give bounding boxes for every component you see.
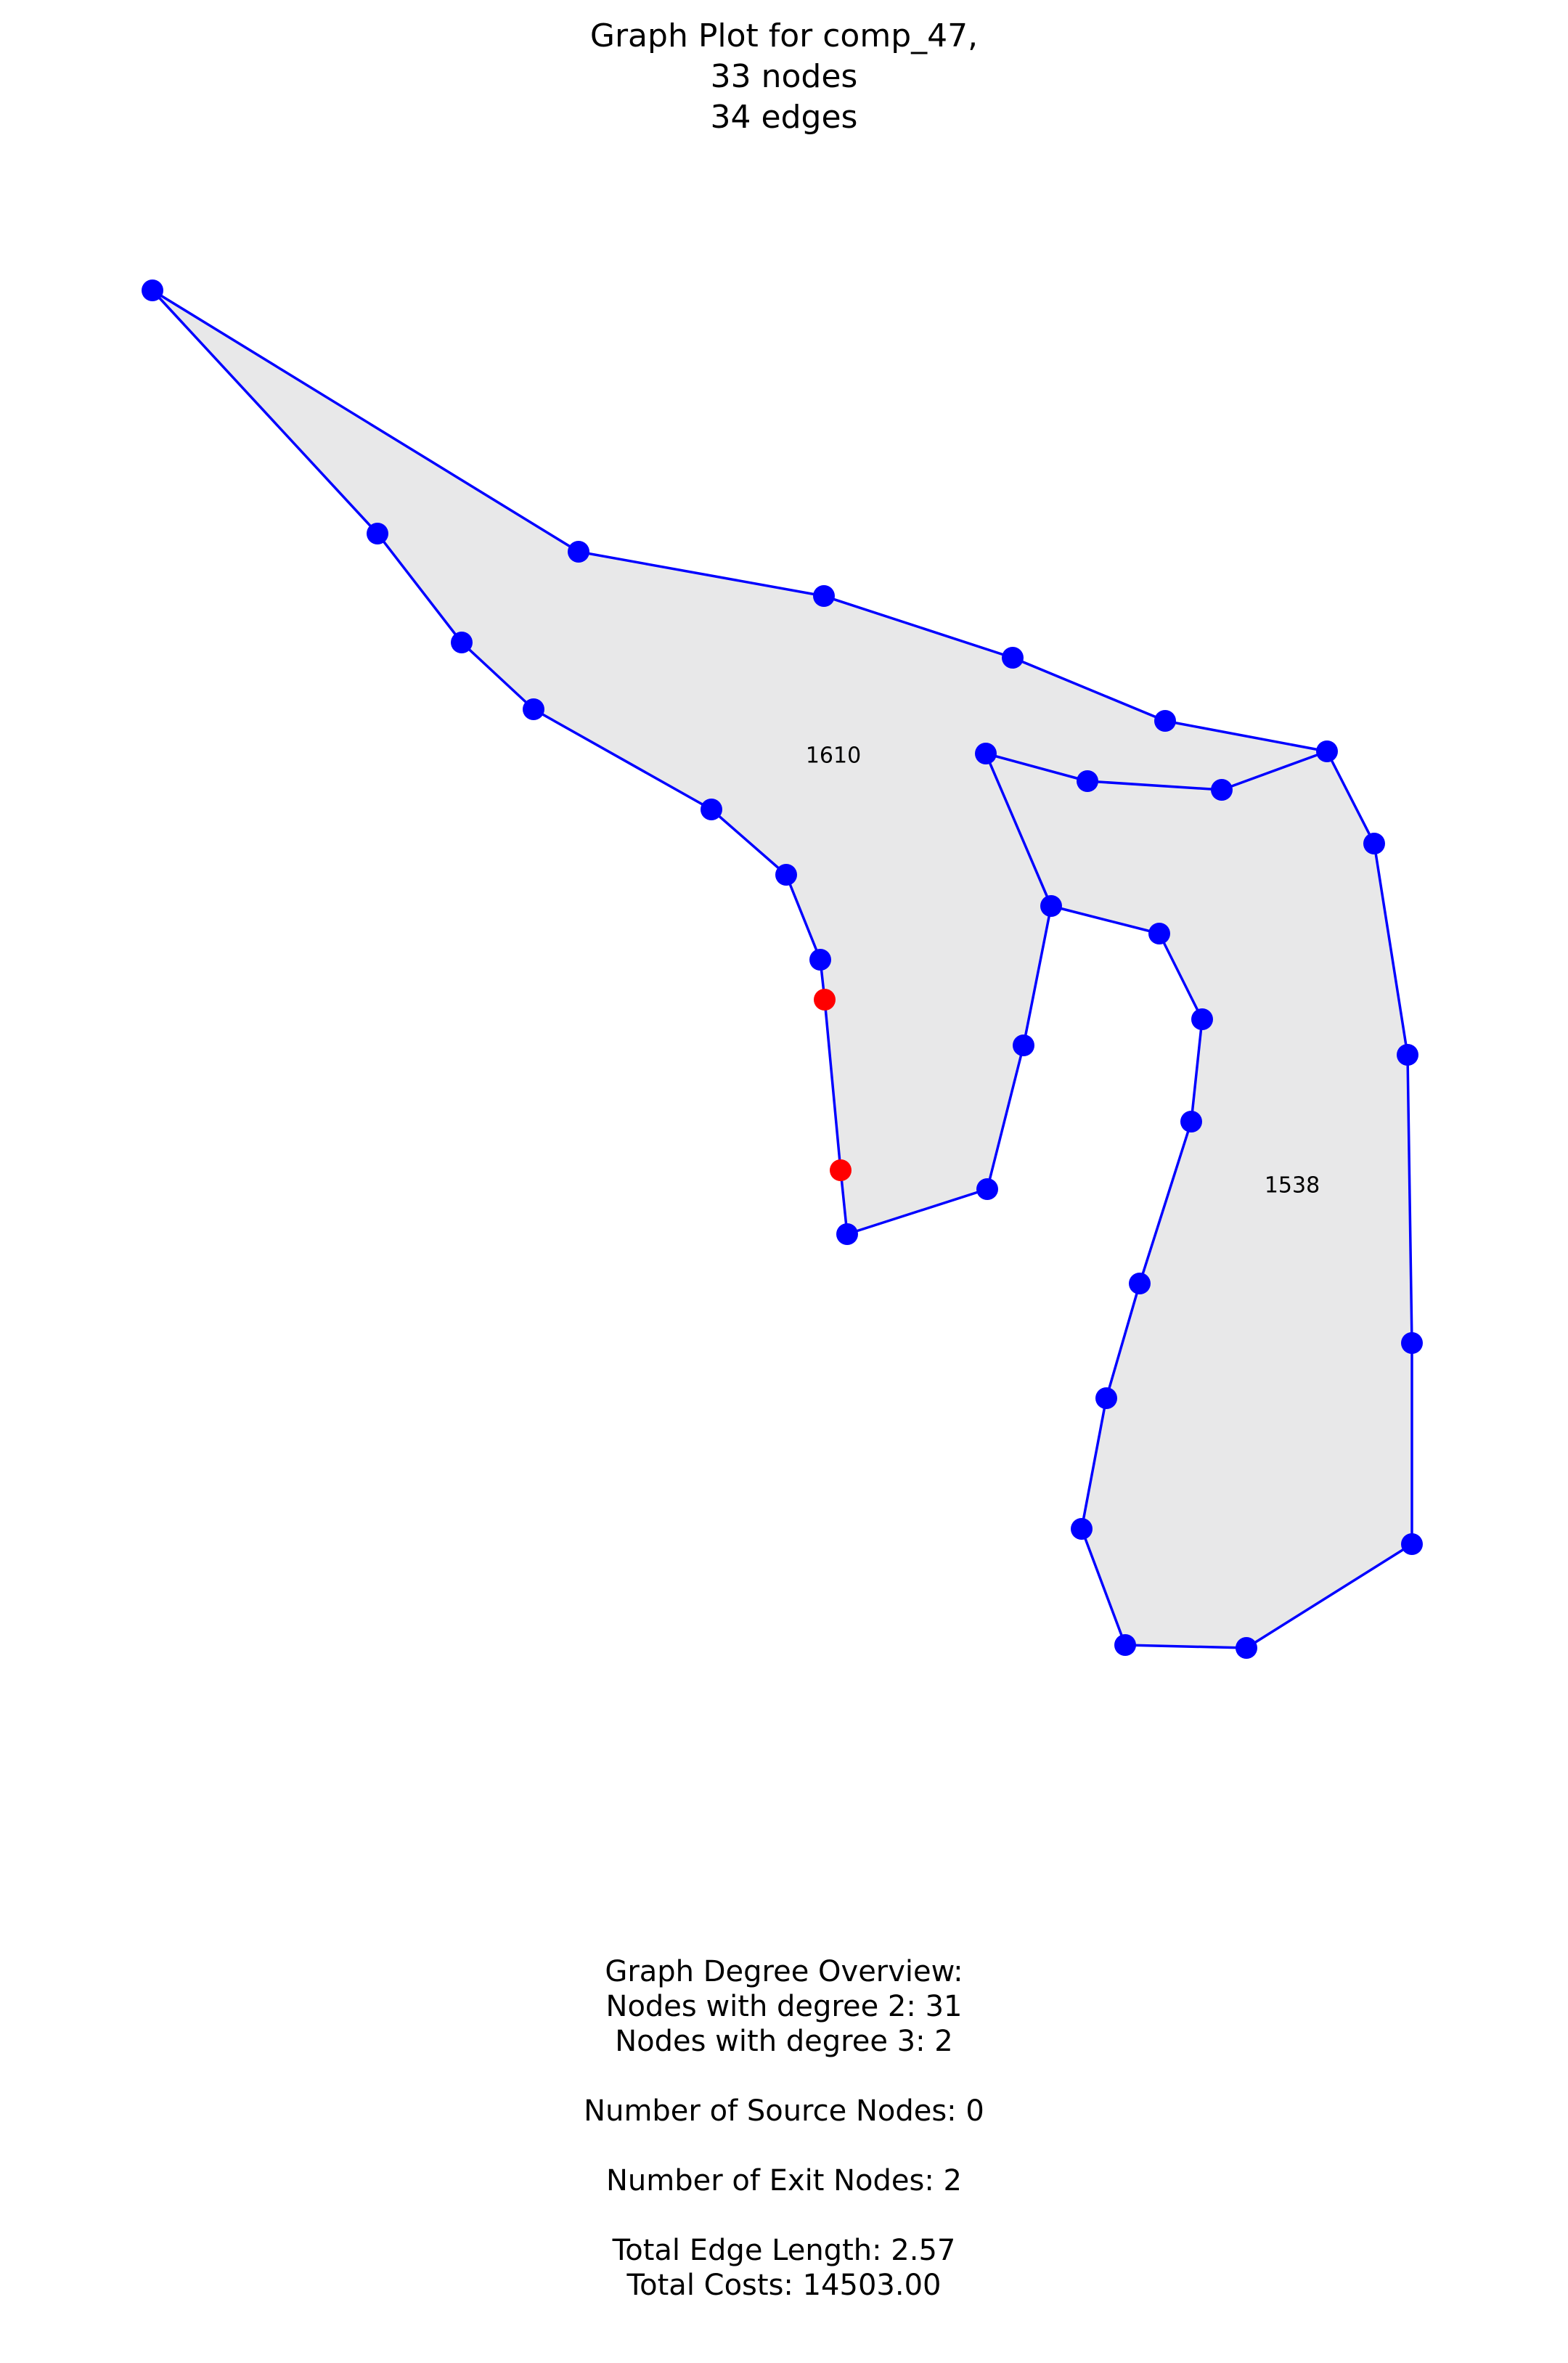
overview-total-costs: Total Costs: 14503.00 bbox=[626, 2269, 942, 2302]
edge-29 bbox=[1050, 905, 1160, 935]
exit-node bbox=[830, 1159, 852, 1181]
overview-exit-nodes: Number of Exit Nodes: 2 bbox=[606, 2164, 962, 2197]
graph-node bbox=[809, 949, 831, 971]
graph-node bbox=[976, 1178, 998, 1200]
edge-4 bbox=[533, 708, 712, 811]
graph-nodes bbox=[142, 279, 1423, 1659]
edge-11 bbox=[986, 1045, 1025, 1190]
graph-node bbox=[1397, 1044, 1418, 1066]
exit-node bbox=[814, 989, 836, 1011]
edge-30 bbox=[1164, 719, 1328, 753]
graph-node bbox=[1129, 1273, 1151, 1294]
graph-node bbox=[451, 632, 473, 653]
face-2 bbox=[986, 751, 1412, 1648]
overview-source-nodes: Number of Source Nodes: 0 bbox=[584, 2094, 984, 2128]
edge-28 bbox=[1158, 933, 1204, 1020]
graph-node bbox=[775, 864, 797, 886]
edge-5 bbox=[710, 808, 788, 876]
edge-34 bbox=[152, 289, 579, 553]
edge-3 bbox=[460, 641, 535, 711]
graph-node bbox=[1401, 1533, 1423, 1555]
graph-node bbox=[1148, 923, 1170, 944]
plot-title: Graph Plot for comp_47, 33 nodes 34 edge… bbox=[0, 16, 1568, 138]
edge-17 bbox=[1326, 751, 1376, 844]
graph-node bbox=[975, 743, 997, 764]
graph-edges bbox=[151, 289, 1413, 1649]
graph-node bbox=[1211, 779, 1233, 801]
graph-node bbox=[1180, 1111, 1202, 1132]
graph-node bbox=[1236, 1637, 1257, 1659]
graph-node bbox=[523, 698, 544, 720]
edge-2 bbox=[376, 532, 463, 644]
edge-33 bbox=[578, 550, 825, 597]
edge-21 bbox=[1246, 1543, 1413, 1649]
graph-node bbox=[1154, 710, 1176, 732]
overview-heading: Graph Degree Overview: bbox=[605, 1955, 963, 1988]
edge-25 bbox=[1105, 1283, 1141, 1399]
overview-edge-length: Total Edge Length: 2.57 bbox=[612, 2234, 956, 2267]
title-line-1: Graph Plot for comp_47, bbox=[589, 17, 979, 54]
graph-node bbox=[367, 523, 388, 544]
edge-24 bbox=[1080, 1397, 1108, 1530]
graph-node bbox=[1401, 1332, 1423, 1354]
edge-12 bbox=[1022, 905, 1053, 1046]
face-labels: 1610 1538 bbox=[806, 743, 1320, 1199]
graph-node bbox=[836, 1223, 858, 1245]
overview-degree-3: Nodes with degree 3: 2 bbox=[615, 2025, 953, 2058]
overview-degree-2: Nodes with degree 2: 31 bbox=[605, 1990, 963, 2023]
graph-node bbox=[1071, 1518, 1093, 1540]
spacer bbox=[0, 2129, 1568, 2163]
graph-node bbox=[813, 585, 835, 607]
edge-27 bbox=[1190, 1019, 1204, 1122]
graph-node bbox=[1191, 1008, 1213, 1030]
edge-16 bbox=[1221, 750, 1328, 791]
graph-node bbox=[1316, 740, 1338, 762]
edge-18 bbox=[1373, 843, 1409, 1056]
graph-node bbox=[1040, 895, 1062, 917]
edge-26 bbox=[1138, 1121, 1193, 1284]
graph-faces bbox=[152, 290, 1412, 1648]
edge-10 bbox=[846, 1188, 988, 1236]
spacer bbox=[0, 2198, 1568, 2233]
graph-node bbox=[1013, 1034, 1034, 1056]
edge-22 bbox=[1124, 1644, 1247, 1649]
graph-node bbox=[568, 541, 589, 563]
face-1 bbox=[152, 290, 1327, 1234]
edge-14 bbox=[985, 752, 1088, 783]
spacer bbox=[0, 2059, 1568, 2094]
graph-node bbox=[701, 799, 722, 820]
graph-node bbox=[1095, 1387, 1117, 1409]
edge-8 bbox=[823, 999, 842, 1171]
edge-13 bbox=[984, 753, 1053, 907]
edge-23 bbox=[1080, 1528, 1127, 1646]
degree-overview: Graph Degree Overview: Nodes with degree… bbox=[0, 1954, 1568, 2303]
graph-node bbox=[1363, 833, 1385, 854]
graph-node bbox=[1114, 1634, 1136, 1656]
edge-19 bbox=[1406, 1054, 1413, 1344]
edge-6 bbox=[785, 874, 822, 960]
graph-node bbox=[142, 279, 163, 301]
edge-32 bbox=[823, 595, 1013, 659]
title-line-3: 34 edges bbox=[710, 99, 858, 136]
face-label-1: 1610 bbox=[806, 743, 861, 769]
edge-15 bbox=[1087, 780, 1222, 791]
graph-node bbox=[1002, 647, 1024, 669]
graph-node bbox=[1077, 770, 1098, 792]
title-line-2: 33 nodes bbox=[710, 58, 858, 95]
edge-31 bbox=[1012, 656, 1166, 722]
edge-1 bbox=[151, 289, 379, 535]
face-label-2: 1538 bbox=[1265, 1173, 1320, 1199]
